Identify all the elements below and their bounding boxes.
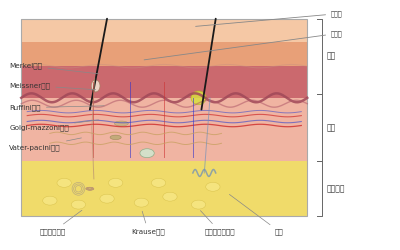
Circle shape — [140, 149, 154, 158]
Text: 基底膜: 基底膜 — [144, 30, 343, 60]
Text: アポクリン汗腺: アポクリン汗腺 — [200, 210, 235, 235]
Circle shape — [57, 178, 71, 187]
Circle shape — [71, 200, 86, 209]
Circle shape — [134, 198, 148, 207]
Text: Ruffini小体: Ruffini小体 — [9, 104, 104, 111]
Text: Golgi-mazzoni小体: Golgi-mazzoni小体 — [9, 120, 98, 131]
Bar — [21, 98, 307, 161]
Text: 表皮: 表皮 — [327, 52, 336, 61]
Ellipse shape — [114, 121, 128, 126]
Bar — [21, 19, 307, 216]
Text: Meissner小体: Meissner小体 — [9, 82, 96, 90]
Text: Krause小体: Krause小体 — [132, 211, 165, 235]
Text: 脂腺: 脂腺 — [229, 194, 284, 235]
Bar — [21, 19, 307, 216]
Text: エクリン汗腺: エクリン汗腺 — [40, 210, 82, 235]
Text: Vater-pacini小体: Vater-pacini小体 — [9, 138, 82, 150]
Bar — [21, 19, 307, 42]
Text: 立毛筋: 立毛筋 — [196, 10, 343, 26]
Ellipse shape — [110, 135, 121, 140]
Circle shape — [43, 196, 57, 205]
Bar — [21, 66, 307, 98]
Ellipse shape — [191, 91, 206, 104]
Bar — [21, 161, 307, 216]
Ellipse shape — [91, 80, 100, 92]
Circle shape — [100, 194, 114, 203]
Circle shape — [151, 178, 166, 187]
Text: Merkel細胞: Merkel細胞 — [9, 62, 98, 74]
Text: 真皮: 真皮 — [327, 123, 336, 132]
Text: 皮下組織: 皮下組織 — [327, 184, 345, 193]
Circle shape — [206, 182, 220, 191]
Circle shape — [108, 178, 123, 187]
Circle shape — [192, 200, 206, 209]
Circle shape — [163, 192, 177, 201]
Bar — [21, 42, 307, 66]
